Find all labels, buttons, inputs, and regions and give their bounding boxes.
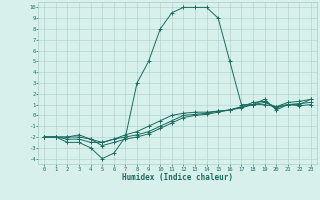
X-axis label: Humidex (Indice chaleur): Humidex (Indice chaleur): [122, 173, 233, 182]
